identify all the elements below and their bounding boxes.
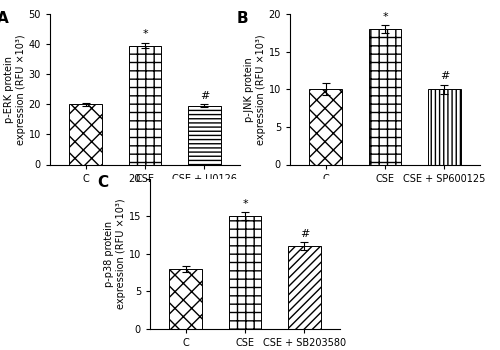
Text: *: * — [242, 198, 248, 209]
Bar — [228, 216, 262, 329]
Bar — [368, 29, 402, 164]
Bar — [128, 46, 162, 164]
Text: #: # — [440, 71, 449, 81]
Bar — [310, 89, 342, 164]
Y-axis label: p-ERK protein
expression (RFU ×10³): p-ERK protein expression (RFU ×10³) — [4, 34, 26, 145]
Text: #: # — [200, 91, 209, 100]
Text: A: A — [0, 11, 8, 26]
Text: C: C — [97, 175, 108, 190]
Bar — [70, 104, 102, 164]
Text: #: # — [300, 229, 309, 239]
Bar — [428, 89, 460, 164]
Bar — [170, 269, 202, 329]
Bar — [188, 106, 220, 164]
Bar — [288, 246, 320, 329]
Text: *: * — [142, 29, 148, 40]
Y-axis label: p-p38 protein
expression (RFU ×10³): p-p38 protein expression (RFU ×10³) — [104, 198, 126, 309]
Text: B: B — [237, 11, 248, 26]
Y-axis label: p-JNK protein
expression (RFU ×10³): p-JNK protein expression (RFU ×10³) — [244, 34, 266, 145]
Text: *: * — [382, 12, 388, 21]
